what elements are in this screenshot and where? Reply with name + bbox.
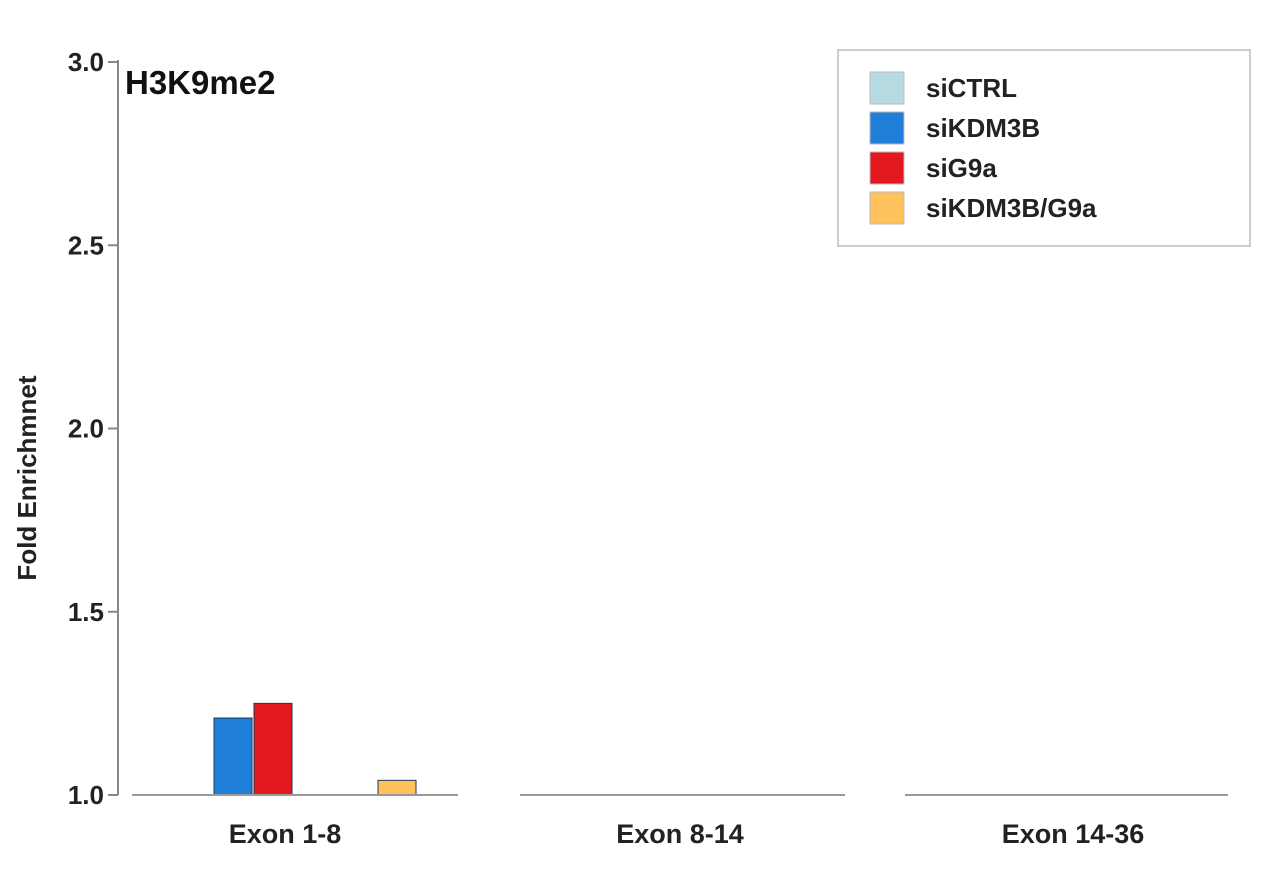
legend-swatch [869, 111, 905, 145]
bar-series-4-0 [377, 779, 417, 796]
x-tick-label: Exon 14-36 [1002, 819, 1145, 849]
legend-swatch [869, 191, 905, 225]
bars [213, 702, 417, 796]
legend-swatch [869, 151, 905, 185]
legend-label: siG9a [926, 153, 997, 183]
y-axis: 1.0 1.5 2.0 2.5 3.0 [68, 47, 119, 810]
y-tick-label: 2.5 [68, 230, 104, 260]
y-tick-label: 1.5 [68, 597, 104, 627]
y-axis-label: Fold Enrichmnet [12, 375, 42, 580]
x-tick-label: Exon 1-8 [229, 819, 342, 849]
x-axis: Exon 1-8 Exon 8-14 Exon 14-36 [132, 794, 1228, 849]
legend: siCTRL siKDM3B siG9a siKDM3B/G9a [837, 49, 1251, 247]
y-tick-label: 3.0 [68, 47, 104, 77]
legend-label: siCTRL [926, 73, 1017, 103]
legend-swatch [869, 71, 905, 105]
legend-label: siKDM3B/G9a [926, 193, 1097, 223]
bar-sig9a-0 [253, 702, 293, 796]
y-tick-label: 1.0 [68, 780, 104, 810]
y-tick-label: 2.0 [68, 414, 104, 444]
x-tick-label: Exon 8-14 [616, 819, 744, 849]
legend-box [837, 49, 1251, 247]
chart-title: H3K9me2 [125, 64, 275, 101]
legend-label: siKDM3B [926, 113, 1040, 143]
bar-sikdm3b-0 [213, 717, 253, 796]
